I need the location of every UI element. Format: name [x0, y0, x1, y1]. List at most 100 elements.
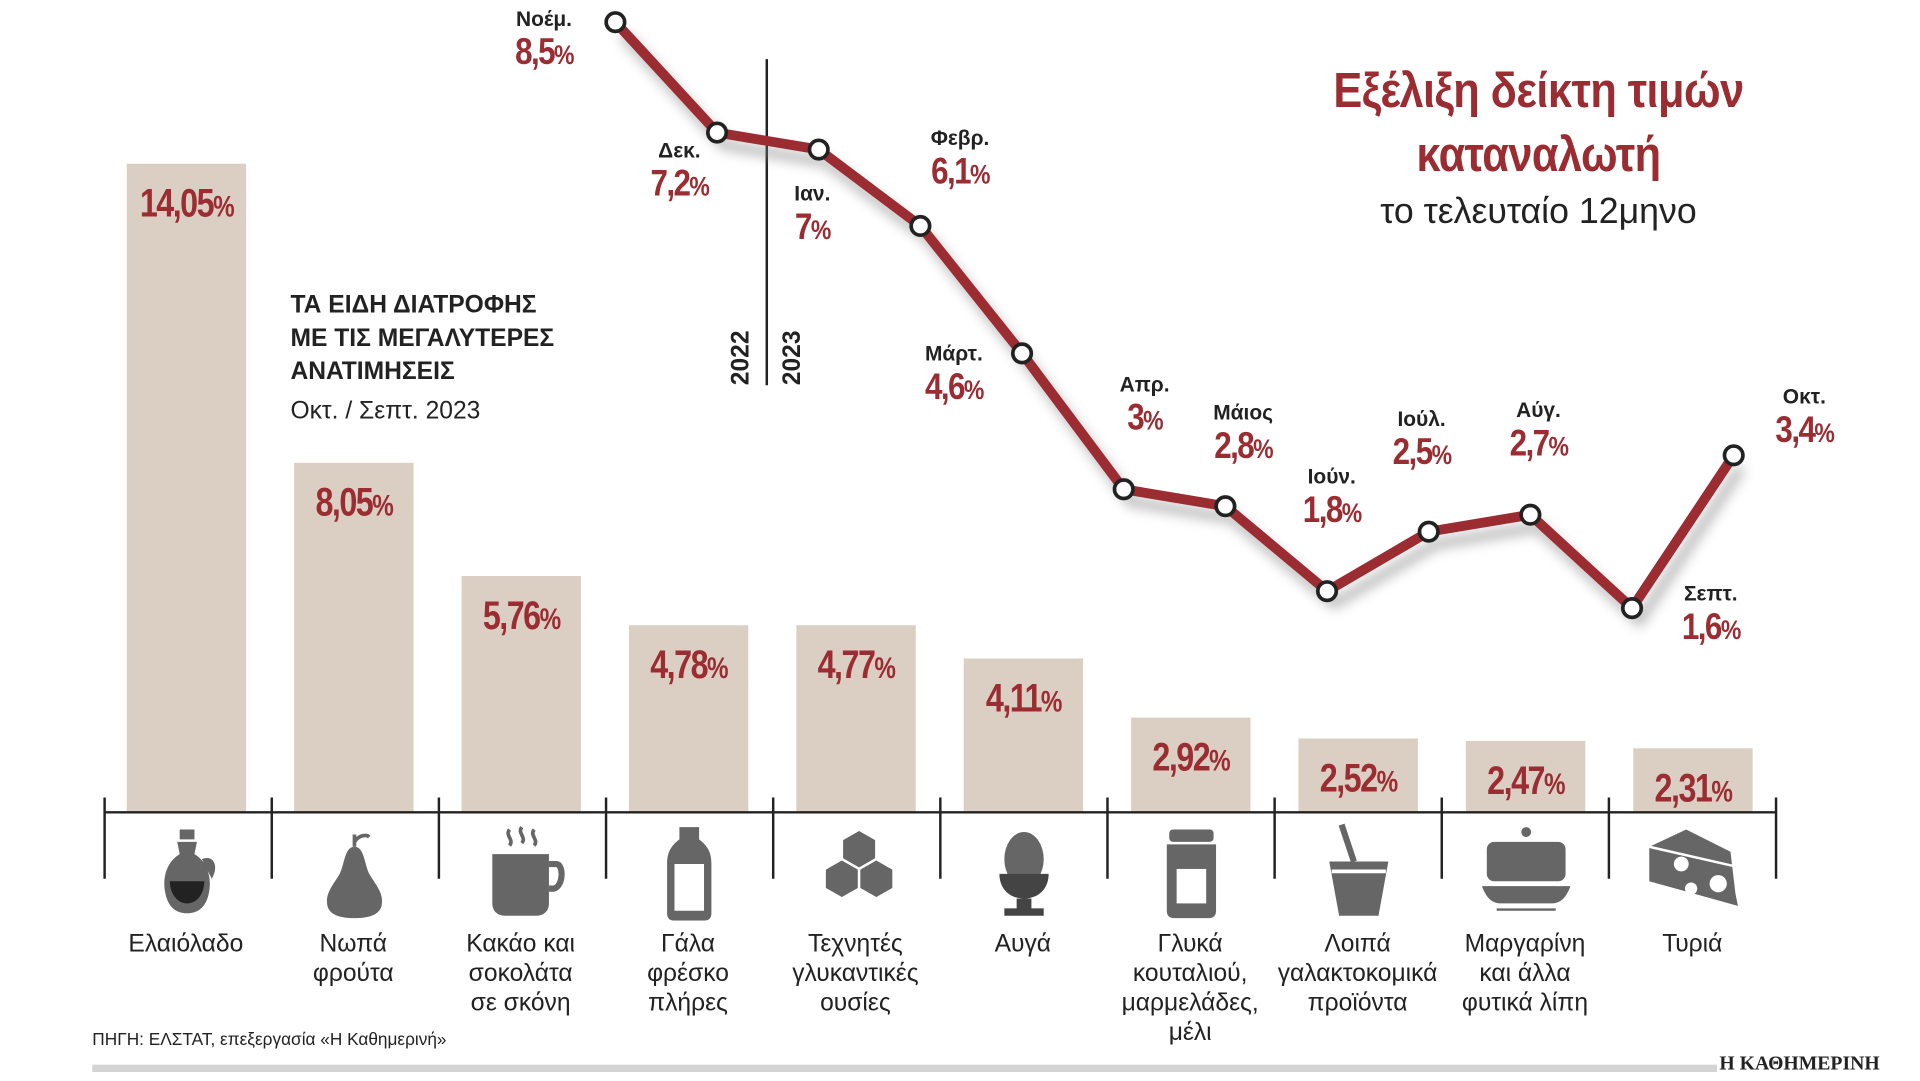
point-label: Σεπτ. 1,6% [1637, 582, 1785, 648]
bar: 14,05% [126, 163, 247, 813]
data-point [1417, 520, 1440, 543]
point-month: Νοέμ. [516, 7, 572, 31]
point-value-number: 4,6 [924, 366, 966, 408]
bar-value: 14,05% [139, 180, 235, 226]
point-value: 1,6% [1681, 606, 1741, 648]
bar: 4,77% [796, 625, 916, 813]
bar-value-number: 2,47 [1487, 757, 1545, 802]
bar: 2,47% [1465, 740, 1586, 813]
category-label-line: Αυγά [994, 930, 1052, 958]
pear-icon [305, 822, 403, 920]
bar-value: 4,77% [817, 643, 896, 688]
category-label-line: σοκολάτα [468, 960, 573, 988]
bar-value-number: 14,05 [139, 180, 215, 226]
data-point [705, 121, 729, 144]
point-label: Μάιος 2,8% [1169, 401, 1317, 467]
bar-value-number: 5,76 [482, 593, 541, 639]
chart-title-line2: καταναλωτή [1416, 128, 1661, 183]
bar: 4,11% [963, 658, 1084, 813]
category-label-line: Μαργαρίνη [1464, 930, 1586, 958]
point-value-number: 3 [1127, 397, 1144, 439]
point-month: Μάιος [1213, 401, 1273, 425]
category-label: Νωπά φρούτα [270, 929, 437, 988]
bar: 2,92% [1131, 717, 1251, 813]
point-label: Νοέμ. 8,5% [470, 7, 618, 73]
bars-period: Οκτ. / Σεπτ. 2023 [290, 397, 481, 425]
jam-jar-icon [1142, 822, 1240, 920]
cpi-line [611, 18, 1738, 614]
category-label: Γάλα φρέσκο πλήρες [604, 929, 771, 1018]
bar-value-number: 4,11 [985, 675, 1043, 721]
bar-value: 2,47% [1487, 757, 1565, 802]
point-value: 4,6% [924, 366, 984, 408]
category-label-line: Κακάο και [466, 930, 576, 958]
category-label: Τεχνητές γλυκαντικές ουσίες [772, 929, 939, 1018]
source-note: ΠΗΓΗ: ΕΛΣΤΑΤ, επεξεργασία «Η Καθημερινή» [92, 1028, 447, 1049]
point-label: Μάρτ. 4,6% [880, 342, 1028, 408]
year-label-2023: 2023 [779, 330, 807, 386]
category-label-line: σε σκόνη [470, 989, 571, 1017]
point-month: Οκτ. [1782, 385, 1826, 409]
category-label: Μαργαρίνη και άλλα φυτικά λίπη [1441, 929, 1608, 1018]
point-value: 7% [794, 206, 831, 248]
category-label-line: Γλυκά [1157, 930, 1223, 958]
category-label-line: φρούτα [312, 960, 394, 988]
bar: 5,76% [461, 576, 581, 813]
point-label: Απρ. 3% [1071, 373, 1219, 439]
bar-value-number: 2,92 [1152, 735, 1210, 780]
point-month: Απρ. [1119, 372, 1170, 397]
data-point [1214, 495, 1237, 518]
point-value: 6,1% [931, 151, 990, 193]
bar-value-number: 4,77 [817, 643, 876, 688]
data-point [909, 214, 932, 238]
point-month: Φεβρ. [930, 126, 990, 151]
category-label-line: κουταλιού, [1132, 960, 1248, 988]
point-value-number: 2,8 [1214, 425, 1255, 467]
category-label-line: Τεχνητές [808, 930, 903, 958]
point-value-number: 6,1 [931, 151, 972, 193]
bar-value-number: 2,52 [1319, 755, 1378, 800]
point-value-number: 3,4 [1775, 409, 1816, 451]
point-value: 1,8% [1302, 489, 1362, 531]
point-value: 3,4% [1775, 409, 1834, 451]
point-label: Φεβρ. 6,1% [886, 127, 1034, 193]
bar-value: 4,78% [650, 642, 728, 687]
data-point [807, 138, 830, 161]
bar-value-number: 4,78 [650, 642, 708, 687]
point-value-number: 2,5 [1392, 432, 1434, 473]
point-value: 8,5% [515, 32, 574, 73]
category-label-line: Νωπά [319, 930, 387, 958]
category-label-line: πλήρες [648, 989, 728, 1017]
bar-value-number: 2,31 [1654, 765, 1713, 810]
point-month: Δεκ. [658, 139, 701, 163]
bar-value: 2,92% [1152, 735, 1230, 780]
point-value-number: 7 [794, 206, 812, 248]
milk-bottle-icon [640, 822, 738, 921]
category-label-line: φρέσκο [647, 960, 729, 988]
bar-value: 4,11% [985, 675, 1063, 721]
sugar-cubes-icon [807, 822, 905, 920]
point-value-number: 1,6 [1681, 606, 1723, 648]
category-label-line: ουσίες [820, 989, 891, 1017]
point-value: 7,2% [650, 163, 709, 205]
point-label: Ιούν. 1,8% [1258, 465, 1406, 531]
category-label-line: μαρμελάδες, [1121, 989, 1259, 1017]
category-label-line: Ελαιόλαδο [128, 930, 244, 958]
point-value-number: 8,5 [515, 32, 556, 73]
bars-heading-line: ΑΝΑΤΙΜΗΣΕΙΣ [290, 358, 455, 386]
point-value: 2,8% [1214, 425, 1273, 467]
bars-heading-line: ΜΕ ΤΙΣ ΜΕΓΑΛΥΤΕΡΕΣ [290, 324, 555, 353]
category-label-line: μέλι [1168, 1019, 1212, 1047]
category-label: Αυγά [939, 929, 1106, 959]
category-label: Γλυκά κουταλιού, μαρμελάδες, μέλι [1106, 929, 1273, 1047]
bars-heading: ΤΑ ΕΙΔΗ ΔΙΑΤΡΟΦΗΣ ΜΕ ΤΙΣ ΜΕΓΑΛΥΤΕΡΕΣ ΑΝΑ… [290, 289, 554, 389]
point-label: Οκτ. 3,4% [1731, 385, 1879, 451]
category-label: Ελαιόλαδο [102, 929, 269, 959]
bar: 8,05% [294, 462, 414, 813]
bar-value: 2,31% [1654, 765, 1733, 810]
line-shadow [619, 31, 1746, 628]
bars-heading-line: ΤΑ ΕΙΔΗ ΔΙΑΤΡΟΦΗΣ [290, 291, 537, 319]
point-month: Σεπτ. [1683, 582, 1738, 606]
category-label-line: και άλλα [1479, 960, 1571, 988]
